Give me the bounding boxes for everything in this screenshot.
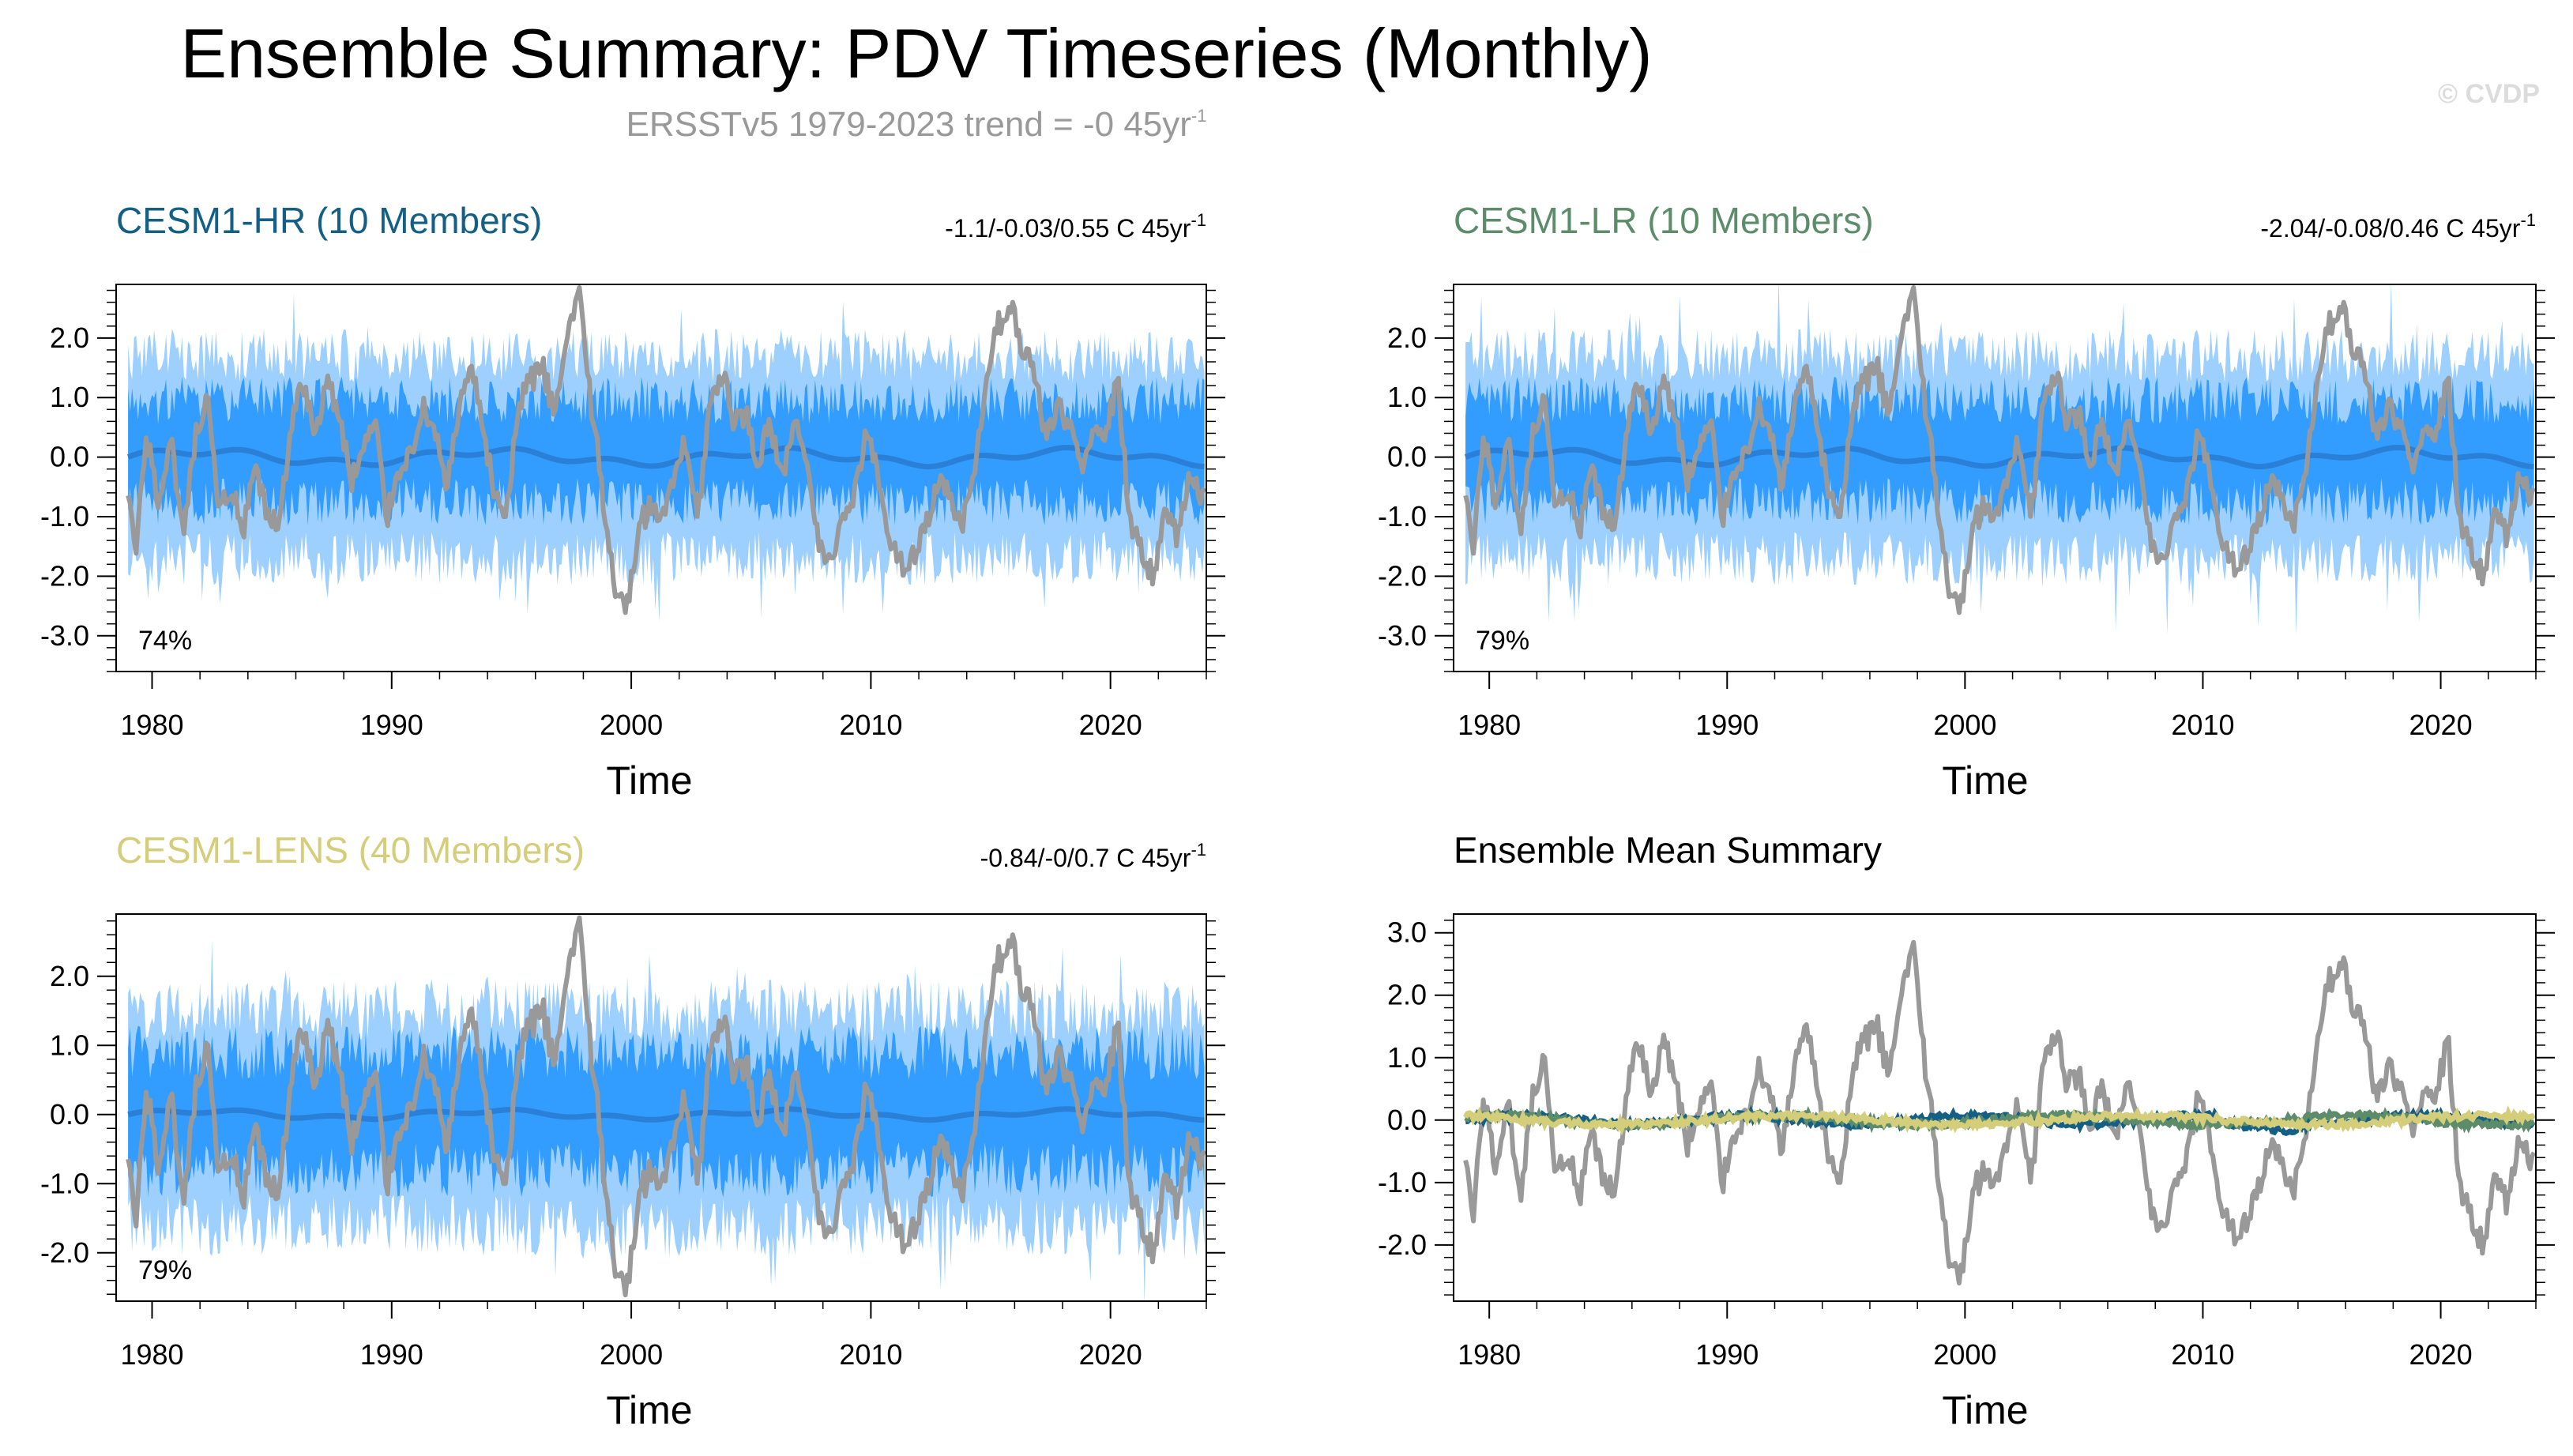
- x-tick-label: 1990: [1695, 709, 1759, 741]
- trend-text: -2.04/-0.08/0.46 C 45yr-1: [2260, 210, 2536, 243]
- y-tick-label: 0.0: [1387, 1104, 1427, 1136]
- y-tick-label: 1.0: [50, 381, 89, 413]
- trend-value: -2.04/-0.08/0.46 C 45yr: [2260, 214, 2520, 243]
- panel-title: CESM1-HR (10 Members): [116, 200, 542, 241]
- percent-annotation: 79%: [1476, 626, 1529, 656]
- x-tick-label: 2010: [2171, 1338, 2234, 1371]
- subtitle-sup: -1: [1191, 106, 1207, 126]
- x-tick-label: 2000: [600, 1338, 663, 1371]
- y-tick-label: -1.0: [1378, 500, 1427, 532]
- y-tick-label: 2.0: [1387, 322, 1427, 354]
- x-tick-label: 2000: [600, 709, 663, 741]
- ensemble-mean-line-cesm1-lens: [1463, 1105, 2536, 1136]
- x-tick-label: 1990: [360, 1338, 423, 1371]
- plot-area: [126, 915, 1206, 1301]
- x-tick-label: 2000: [1933, 709, 1996, 741]
- trend-sup: -1: [1191, 840, 1206, 860]
- plot-frame: [1453, 913, 2537, 1302]
- cvdp-watermark: © CVDP: [2438, 79, 2540, 109]
- percent-annotation: 74%: [138, 626, 192, 656]
- y-tick-label: 0.0: [50, 1098, 89, 1131]
- x-tick-label: 2000: [1933, 1338, 1996, 1371]
- x-tick-label: 2010: [839, 709, 902, 741]
- plot-area: [1463, 939, 2536, 1286]
- panel-cesm1-lens: CESM1-LENS (40 Members) -0.84/-0/0.7 C 45…: [40, 830, 1225, 1432]
- percent-annotation: 79%: [138, 1255, 192, 1285]
- observed-line: [126, 915, 1206, 1298]
- x-tick-label: 1980: [120, 1338, 183, 1371]
- plot-frame: [115, 913, 1207, 1302]
- x-tick-label: 1990: [360, 709, 423, 741]
- y-tick-label: 3.0: [1387, 916, 1427, 949]
- y-tick-label: -1.0: [1378, 1166, 1427, 1198]
- x-tick-label: 2020: [1079, 1338, 1142, 1371]
- y-tick-label: -3.0: [40, 619, 89, 652]
- y-tick-label: 2.0: [50, 322, 89, 354]
- y-tick-label: -1.0: [40, 1167, 89, 1199]
- plot-frame: [1453, 284, 2537, 672]
- observed-line: [1463, 285, 2536, 615]
- y-tick-label: -2.0: [40, 559, 89, 592]
- x-axis-label: Time: [606, 1388, 692, 1432]
- figure-subtitle: ERSSTv5 1979-2023 trend = -0 45yr-1: [626, 105, 1207, 144]
- trend-value: -1.1/-0.03/0.55 C 45yr: [945, 214, 1191, 243]
- ensemble-mean-line: [127, 445, 1205, 470]
- x-tick-label: 1980: [120, 709, 183, 741]
- x-axis-label: Time: [606, 758, 692, 803]
- panel-title: Ensemble Mean Summary: [1454, 830, 1882, 871]
- ensemble-mean-line: [127, 1106, 1205, 1123]
- x-tick-label: 2020: [1079, 709, 1142, 741]
- x-tick-label: 1980: [1458, 709, 1521, 741]
- trend-text: -1.1/-0.03/0.55 C 45yr-1: [945, 210, 1206, 243]
- trend-value: -0.84/-0/0.7 C 45yr: [980, 844, 1191, 872]
- y-tick-label: -2.0: [1378, 559, 1427, 592]
- y-tick-label: 0.0: [1387, 441, 1427, 473]
- y-tick-label: 1.0: [50, 1029, 89, 1061]
- figure-title: Ensemble Summary: PDV Timeseries (Monthl…: [180, 14, 1652, 92]
- y-tick-label: 1.0: [1387, 381, 1427, 413]
- x-tick-label: 2010: [2171, 709, 2234, 741]
- x-axis-label: Time: [1942, 1388, 2028, 1432]
- panel-title: CESM1-LR (10 Members): [1454, 200, 1874, 241]
- x-tick-label: 2020: [2409, 1338, 2473, 1371]
- y-tick-label: -1.0: [40, 500, 89, 532]
- y-tick-label: 0.0: [50, 441, 89, 473]
- y-tick-label: 2.0: [1387, 979, 1427, 1011]
- x-tick-label: 2010: [839, 1338, 902, 1371]
- x-tick-label: 2020: [2409, 709, 2473, 741]
- trend-sup: -1: [1191, 210, 1206, 230]
- x-axis-label: Time: [1942, 758, 2028, 803]
- panel-ensemble-mean-summary: Ensemble Mean Summary 3.0 2.0 1.0 0.0 -1.0 -2.…: [1378, 830, 2555, 1432]
- observed-line: [1463, 939, 2536, 1286]
- observed-line: [126, 285, 1206, 615]
- panel-cesm1-lr: CESM1-LR (10 Members) -2.04/-0.08/0.46 C …: [1378, 200, 2555, 803]
- plot-area: [126, 285, 1206, 623]
- x-tick-label: 1980: [1458, 1338, 1521, 1371]
- panel-title: CESM1-LENS (40 Members): [116, 830, 585, 871]
- y-tick-label: 2.0: [50, 960, 89, 992]
- y-tick-label: -2.0: [40, 1236, 89, 1269]
- plot-area: [1463, 284, 2536, 635]
- subtitle-main: ERSSTv5 1979-2023 trend = -0 45yr: [626, 105, 1191, 144]
- y-tick-label: -3.0: [1378, 619, 1427, 652]
- y-tick-label: -2.0: [1378, 1228, 1427, 1261]
- y-tick-label: 1.0: [1387, 1041, 1427, 1074]
- panel-cesm1-hr: CESM1-HR (10 Members) -1.1/-0.03/0.55 C 4…: [40, 200, 1225, 803]
- plot-frame: [115, 284, 1207, 672]
- trend-sup: -1: [2520, 210, 2536, 230]
- ensemble-mean-line: [1464, 445, 2534, 470]
- trend-text: -0.84/-0/0.7 C 45yr-1: [980, 840, 1206, 872]
- x-tick-label: 1990: [1695, 1338, 1759, 1371]
